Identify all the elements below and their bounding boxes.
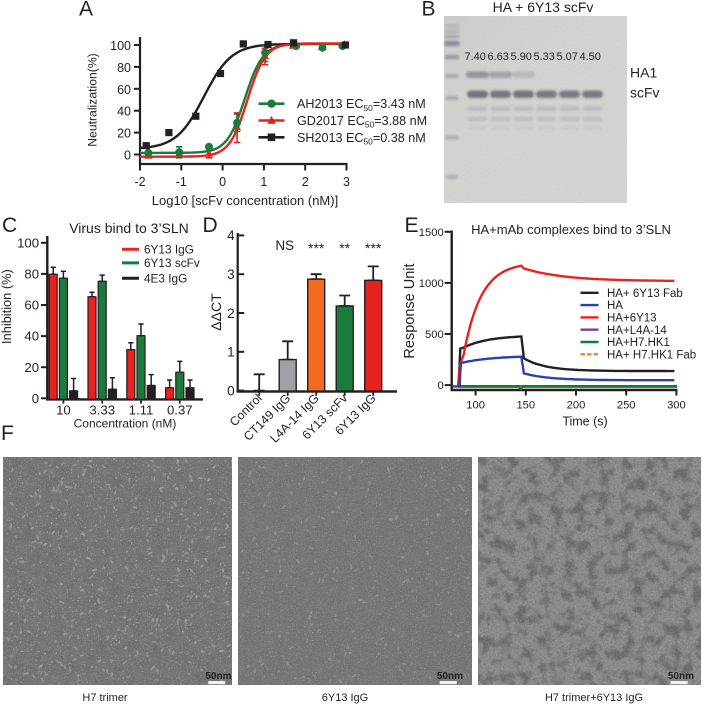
svg-text:60: 60: [117, 83, 131, 97]
svg-text:300: 300: [667, 400, 686, 412]
svg-text:100: 100: [110, 39, 131, 53]
svg-text:1500: 1500: [419, 227, 444, 239]
svg-text:HA: HA: [607, 300, 623, 312]
svg-text:50nm: 50nm: [668, 671, 694, 682]
svg-text:AH2013 EC50=3.43 nM: AH2013 EC50=3.43 nM: [297, 97, 426, 113]
svg-text:0: 0: [227, 383, 235, 398]
svg-text:Inhibition (%): Inhibition (%): [0, 269, 14, 344]
svg-text:5.07: 5.07: [556, 51, 577, 63]
svg-text:4: 4: [227, 228, 235, 243]
svg-text:1: 1: [260, 175, 267, 189]
svg-text:100: 100: [17, 235, 39, 250]
svg-text:3: 3: [227, 267, 235, 282]
svg-text:40: 40: [24, 329, 39, 344]
svg-text:50nm: 50nm: [205, 671, 231, 682]
svg-text:-1: -1: [176, 175, 187, 189]
svg-text:100: 100: [466, 400, 485, 412]
svg-text:H7 trimer+6Y13 IgG: H7 trimer+6Y13 IgG: [545, 692, 643, 704]
svg-text:250: 250: [617, 400, 636, 412]
svg-text:H7 trimer: H7 trimer: [82, 692, 128, 704]
svg-text:20: 20: [24, 360, 39, 375]
svg-text:HA+ 6Y13 Fab: HA+ 6Y13 Fab: [607, 288, 683, 300]
svg-text:A: A: [79, 0, 93, 20]
svg-text:6Y13 scFv: 6Y13 scFv: [144, 256, 200, 270]
svg-text:80: 80: [24, 267, 39, 282]
svg-text:NS: NS: [275, 238, 294, 253]
svg-text:3.33: 3.33: [89, 402, 115, 417]
svg-text:***: ***: [365, 240, 382, 256]
svg-text:0: 0: [32, 391, 39, 406]
svg-text:SH2013 EC50=0.38 nM: SH2013 EC50=0.38 nM: [297, 131, 426, 147]
svg-text:Neutralization(%): Neutralization(%): [86, 53, 100, 146]
svg-text:10: 10: [56, 402, 71, 417]
svg-text:Time (s): Time (s): [562, 415, 607, 429]
svg-text:B: B: [422, 0, 436, 20]
svg-text:ΔΔCT: ΔΔCT: [208, 293, 224, 331]
svg-text:4E3 IgG: 4E3 IgG: [144, 271, 187, 285]
svg-text:3: 3: [343, 175, 350, 189]
svg-text:5.90: 5.90: [510, 51, 531, 63]
svg-text:7.40: 7.40: [464, 51, 485, 63]
svg-text:0.37: 0.37: [167, 402, 193, 417]
svg-text:40: 40: [117, 105, 131, 119]
svg-text:50nm: 50nm: [437, 671, 463, 682]
svg-text:-2: -2: [134, 175, 145, 189]
svg-text:HA + 6Y13 scFv: HA + 6Y13 scFv: [493, 0, 594, 15]
svg-text:20: 20: [117, 127, 131, 141]
svg-text:HA1: HA1: [630, 65, 657, 81]
svg-text:6Y13 IgG: 6Y13 IgG: [322, 692, 368, 704]
svg-text:1: 1: [227, 345, 235, 360]
svg-text:200: 200: [567, 400, 586, 412]
svg-text:6Y13 IgG: 6Y13 IgG: [144, 242, 194, 256]
svg-text:HA+H7.HK1: HA+H7.HK1: [607, 337, 670, 349]
svg-text:2: 2: [302, 175, 309, 189]
svg-text:**: **: [339, 240, 350, 256]
svg-text:GD2017 EC50=3.88 nM: GD2017 EC50=3.88 nM: [297, 114, 427, 130]
svg-text:0: 0: [124, 149, 131, 163]
svg-text:150: 150: [516, 400, 535, 412]
svg-text:4.50: 4.50: [579, 51, 600, 63]
svg-text:500: 500: [425, 329, 444, 341]
svg-text:D: D: [203, 214, 218, 237]
svg-text:1000: 1000: [419, 278, 444, 290]
svg-text:***: ***: [308, 240, 325, 256]
svg-text:2: 2: [227, 306, 235, 321]
svg-text:Log10 [scFv concentration (nM): Log10 [scFv concentration (nM)]: [152, 193, 338, 208]
svg-text:HA+ H7.HK1 Fab: HA+ H7.HK1 Fab: [607, 349, 696, 361]
svg-text:1.11: 1.11: [129, 402, 154, 417]
svg-text:HA+6Y13: HA+6Y13: [607, 313, 657, 325]
svg-text:Concentration (nM): Concentration (nM): [74, 417, 177, 431]
svg-text:0: 0: [219, 175, 226, 189]
svg-text:Response Unit: Response Unit: [402, 263, 418, 358]
svg-text:5.33: 5.33: [533, 51, 554, 63]
svg-text:80: 80: [117, 61, 131, 75]
svg-text:60: 60: [24, 298, 39, 313]
svg-text:0: 0: [437, 380, 443, 392]
svg-text:HA+L4A-14: HA+L4A-14: [607, 325, 667, 337]
svg-text:HA+mAb complexes bind to 3’SLN: HA+mAb complexes bind to 3’SLN: [471, 222, 671, 237]
svg-text:E: E: [405, 214, 419, 237]
svg-text:Virus bind to 3’SLN: Virus bind to 3’SLN: [69, 220, 189, 236]
svg-text:scFv: scFv: [630, 85, 660, 101]
svg-text:F: F: [1, 422, 14, 445]
svg-text:6.63: 6.63: [487, 51, 508, 63]
svg-text:C: C: [2, 214, 17, 237]
